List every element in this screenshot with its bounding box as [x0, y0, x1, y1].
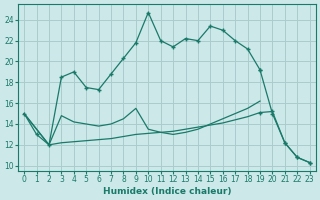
X-axis label: Humidex (Indice chaleur): Humidex (Indice chaleur): [103, 187, 231, 196]
